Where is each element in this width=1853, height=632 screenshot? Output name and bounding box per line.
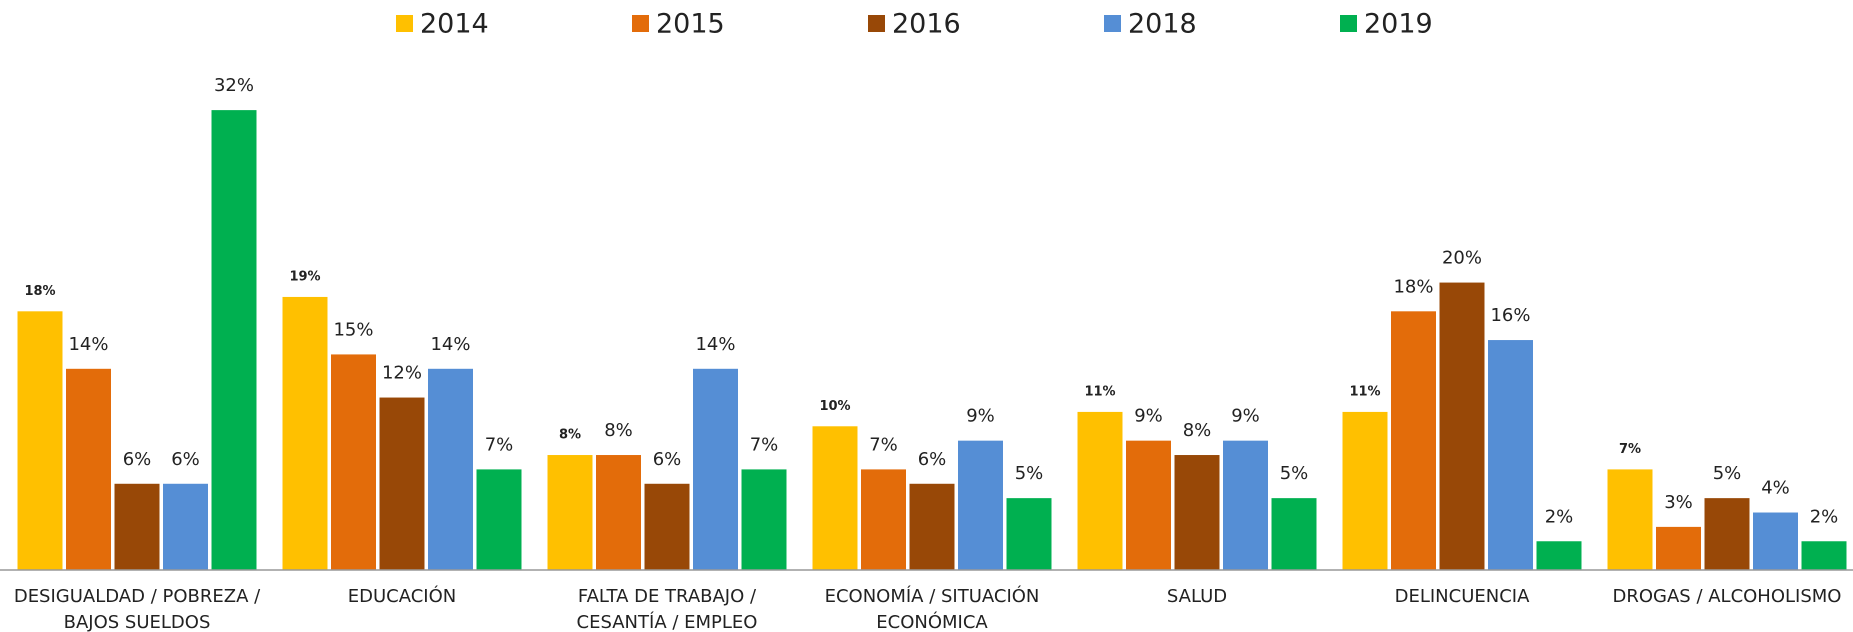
bar <box>812 426 858 570</box>
value-label: 16% <box>1490 305 1530 326</box>
value-label: 6% <box>123 449 152 470</box>
bar <box>282 296 328 570</box>
value-label: 8% <box>604 420 633 441</box>
value-label: 7% <box>485 434 514 455</box>
x-tick-label: DELINCUENCIA <box>1394 586 1530 607</box>
value-label: 4% <box>1761 478 1790 499</box>
bar <box>1488 340 1533 570</box>
bar <box>1656 526 1701 570</box>
value-label: 5% <box>1280 463 1309 484</box>
value-label: 18% <box>1393 276 1433 297</box>
bar <box>1753 512 1798 570</box>
bar <box>958 440 1003 570</box>
legend-swatch <box>632 15 649 32</box>
value-label: 7% <box>1619 442 1641 457</box>
bar <box>17 311 63 570</box>
bar <box>596 455 641 570</box>
value-label: 6% <box>171 449 200 470</box>
value-label: 5% <box>1713 463 1742 484</box>
bar <box>428 368 473 570</box>
bar <box>1223 440 1268 570</box>
bar <box>909 483 955 570</box>
bar <box>741 469 787 570</box>
bar <box>379 397 425 570</box>
legend-label: 2014 <box>420 9 489 40</box>
bar <box>547 455 593 570</box>
bar <box>1391 311 1436 570</box>
bar <box>1077 411 1123 570</box>
legend-label: 2016 <box>892 9 961 40</box>
bar <box>163 483 208 570</box>
bar <box>1704 498 1750 570</box>
bar <box>1006 498 1052 570</box>
value-label: 9% <box>1231 406 1260 427</box>
value-label: 6% <box>918 449 947 470</box>
bar <box>476 469 522 570</box>
bar <box>114 483 160 570</box>
x-tick-label: FALTA DE TRABAJO / CESANTÍA / EMPLEO <box>576 586 758 632</box>
bar <box>693 368 738 570</box>
value-label: 20% <box>1442 248 1482 269</box>
bar <box>1342 411 1388 570</box>
value-label: 6% <box>653 449 682 470</box>
bar <box>66 368 111 570</box>
x-tick-label: SALUD <box>1166 586 1228 607</box>
value-label: 10% <box>819 399 850 414</box>
legend-label: 2018 <box>1128 9 1197 40</box>
value-label: 7% <box>869 434 898 455</box>
x-tick-label: ECONOMÍA / SITUACIÓN ECONÓMICA <box>824 586 1040 632</box>
legend-swatch <box>396 15 413 32</box>
value-label: 11% <box>1084 384 1115 399</box>
legend-swatch <box>868 15 885 32</box>
value-label: 14% <box>695 334 735 355</box>
bar <box>861 469 906 570</box>
value-label: 8% <box>1183 420 1212 441</box>
legend-swatch <box>1104 15 1121 32</box>
value-label: 2% <box>1545 506 1574 527</box>
value-label: 15% <box>333 319 373 340</box>
value-label: 12% <box>382 363 422 384</box>
value-label: 8% <box>559 428 581 443</box>
x-tick-label: DESIGUALDAD / POBREZA / BAJOS SUELDOS <box>13 586 261 632</box>
bar <box>211 110 257 570</box>
value-label: 14% <box>68 334 108 355</box>
bar <box>1801 541 1847 570</box>
value-label: 19% <box>289 269 320 284</box>
legend-label: 2019 <box>1364 9 1433 40</box>
value-label: 5% <box>1015 463 1044 484</box>
bar <box>1271 498 1317 570</box>
bar <box>1536 541 1582 570</box>
value-label: 3% <box>1664 492 1693 513</box>
bar <box>331 354 376 570</box>
value-label: 7% <box>750 434 779 455</box>
value-label: 32% <box>214 75 254 96</box>
bar <box>1439 282 1485 570</box>
bar <box>1126 440 1171 570</box>
value-label: 9% <box>1134 406 1163 427</box>
bar <box>1174 455 1220 570</box>
value-label: 14% <box>430 334 470 355</box>
x-tick-label: EDUCACIÓN <box>347 586 457 607</box>
value-label: 18% <box>24 284 55 299</box>
legend-label: 2015 <box>656 9 725 40</box>
legend-swatch <box>1340 15 1357 32</box>
bar <box>1607 469 1653 570</box>
value-label: 2% <box>1810 506 1839 527</box>
bar <box>644 483 690 570</box>
x-tick-label: DROGAS / ALCOHOLISMO <box>1612 586 1842 607</box>
value-label: 9% <box>966 406 995 427</box>
value-label: 11% <box>1349 384 1380 399</box>
